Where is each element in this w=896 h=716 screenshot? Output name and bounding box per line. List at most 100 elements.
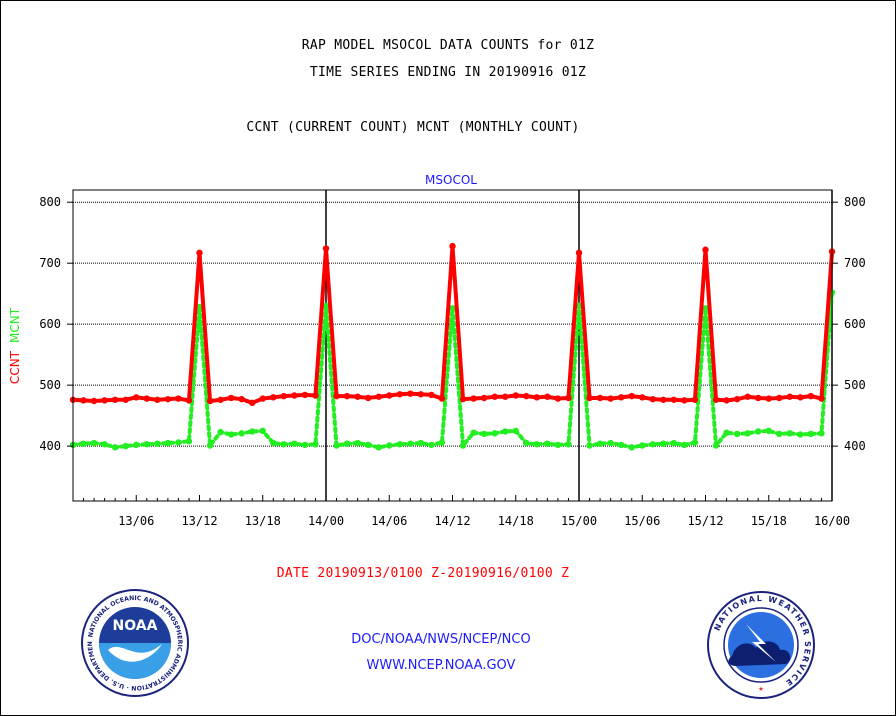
data-point-mcnt: [512, 427, 519, 435]
data-point-mcnt: [459, 442, 467, 449]
data-point-ccnt: [502, 393, 509, 400]
data-point-mcnt: [111, 444, 119, 451]
data-point-mcnt: [354, 439, 361, 447]
y-tick-label-right: 700: [844, 256, 866, 270]
y-tick-label-right: 600: [844, 317, 866, 331]
data-point-ccnt: [196, 249, 203, 257]
noaa-logo-text: NOAA: [113, 618, 158, 634]
nws-logo-star: ★: [758, 684, 764, 694]
data-point-ccnt: [291, 392, 298, 399]
data-point-mcnt: [154, 440, 161, 447]
data-point-mcnt: [586, 442, 593, 449]
data-point-mcnt: [797, 431, 804, 438]
data-point-ccnt: [712, 396, 720, 403]
data-point-mcnt: [807, 430, 815, 438]
data-point-ccnt: [649, 395, 656, 403]
data-point-ccnt: [375, 393, 382, 400]
data-point-mcnt: [90, 439, 98, 447]
x-tick-label: 15/12: [687, 514, 723, 528]
data-point-ccnt: [396, 391, 403, 398]
data-point-mcnt: [175, 439, 182, 446]
data-point-mcnt: [776, 430, 783, 438]
svg-text:CCNTMCNT: CCNT MCNT: [8, 307, 22, 384]
noaa-logo-icon: NOAA NATIONAL OCEANIC AND ATMOSPHERIC AD…: [80, 588, 189, 697]
data-point-ccnt: [111, 396, 119, 403]
chart-axes: 400 400 500 500 600 600 700 700 800 800 13/06 13/12…: [39, 195, 865, 528]
day-divider-lines: [325, 190, 833, 501]
data-point-ccnt: [702, 246, 709, 253]
data-point-mcnt: [143, 441, 150, 448]
data-point-mcnt: [765, 427, 772, 435]
x-tick-label: 13/18: [245, 514, 281, 528]
data-point-ccnt: [681, 397, 688, 404]
data-point-mcnt: [301, 441, 309, 449]
data-point-ccnt: [206, 397, 214, 405]
x-tick-label: 13/06: [118, 514, 154, 528]
org-label: DOC/NOAA/NWS/NCEP/NCO: [351, 632, 531, 647]
data-point-ccnt: [164, 395, 172, 403]
data-point-ccnt: [301, 391, 309, 399]
data-point-mcnt: [670, 439, 678, 447]
data-point-mcnt: [280, 441, 288, 448]
data-point-ccnt: [333, 392, 340, 400]
data-point-ccnt: [438, 395, 446, 402]
y-tick-label-left: 600: [39, 317, 61, 331]
data-point-mcnt: [333, 442, 340, 449]
data-point-ccnt: [755, 394, 762, 402]
data-point-mcnt: [375, 444, 382, 451]
chart-series-layer: [69, 242, 836, 451]
data-point-mcnt: [702, 305, 709, 312]
data-point-mcnt: [691, 439, 699, 446]
data-point-ccnt: [565, 394, 572, 402]
nws-logo-icon: NATIONAL WEATHER SERVICE ★: [707, 591, 815, 699]
data-point-mcnt: [544, 440, 551, 447]
x-tick-label: 15/18: [751, 514, 787, 528]
data-point-mcnt: [122, 442, 129, 450]
data-point-mcnt: [712, 442, 720, 449]
series-line-mcnt: [71, 290, 834, 450]
data-point-mcnt: [470, 429, 477, 436]
data-point-ccnt: [533, 394, 541, 401]
data-point-mcnt: [681, 441, 688, 449]
data-point-mcnt: [227, 431, 235, 438]
data-point-mcnt: [217, 428, 224, 436]
date-range-label: DATE 20190913/0100 Z-20190916/0100 Z: [276, 566, 570, 581]
x-tick-label: 14/06: [371, 514, 407, 528]
data-point-ccnt: [723, 397, 730, 404]
data-point-ccnt: [143, 395, 150, 402]
data-point-mcnt: [786, 430, 794, 437]
data-point-mcnt: [491, 430, 498, 437]
data-point-ccnt: [512, 392, 519, 399]
data-point-mcnt: [101, 441, 108, 448]
data-point-ccnt: [259, 395, 266, 402]
data-point-ccnt: [744, 393, 751, 400]
data-point-ccnt: [122, 396, 129, 403]
data-point-mcnt: [639, 442, 646, 449]
website-link[interactable]: WWW.NCEP.NOAA.GOV: [366, 658, 516, 673]
data-point-ccnt: [470, 395, 477, 402]
data-point-ccnt: [596, 394, 604, 402]
data-point-mcnt: [407, 440, 414, 447]
x-tick-label: 16/00: [814, 514, 850, 528]
y-axis-label-ccnt: CCNT: [8, 350, 22, 384]
data-point-mcnt: [733, 430, 741, 438]
chart-header-legend-description: CCNT (CURRENT COUNT) MCNT (MONTHLY COUNT…: [246, 120, 580, 135]
data-point-ccnt: [354, 393, 361, 400]
data-point-ccnt: [733, 395, 741, 403]
data-point-ccnt: [480, 394, 488, 402]
data-point-mcnt: [270, 439, 277, 447]
data-point-mcnt: [343, 440, 351, 447]
data-point-mcnt: [818, 430, 825, 437]
data-point-mcnt: [238, 430, 245, 437]
data-point-mcnt: [480, 430, 488, 438]
data-point-mcnt: [312, 441, 319, 448]
data-point-ccnt: [80, 397, 87, 404]
x-tick-label: 15/00: [561, 514, 597, 528]
data-point-ccnt: [322, 245, 330, 252]
data-point-ccnt: [343, 392, 351, 400]
data-point-ccnt: [575, 249, 583, 257]
data-point-mcnt: [565, 441, 572, 448]
data-point-mcnt: [322, 302, 330, 310]
y-tick-label-left: 800: [39, 195, 61, 209]
chart-title: MSOCOL: [425, 173, 477, 187]
